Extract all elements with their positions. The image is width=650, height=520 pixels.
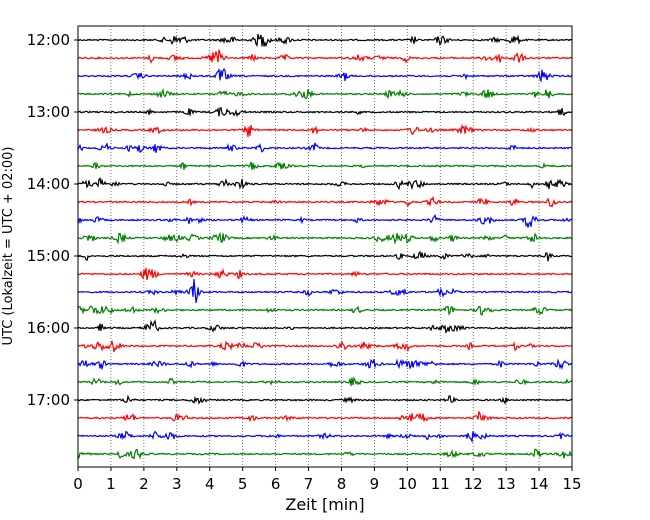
seismic-trace bbox=[77, 49, 573, 64]
x-tick-label: 3 bbox=[172, 475, 182, 493]
y-tick-label: 14:00 bbox=[27, 175, 70, 193]
x-tick-label: 8 bbox=[337, 475, 347, 493]
y-tick-label: 12:00 bbox=[27, 31, 70, 49]
y-tick-label: 17:00 bbox=[27, 391, 70, 409]
x-tick-label: 5 bbox=[238, 475, 248, 493]
seismic-trace bbox=[77, 267, 573, 281]
y-axis-ticks: 12:00 13:00 14:00 15:00 16:00 17:00 bbox=[27, 31, 78, 409]
plot-frame bbox=[77, 25, 573, 468]
x-tick-label: 0 bbox=[73, 475, 83, 493]
seismic-trace bbox=[77, 394, 573, 405]
x-tick-label: 7 bbox=[304, 475, 314, 493]
seismic-trace bbox=[77, 250, 573, 262]
seismic-trace bbox=[77, 231, 573, 245]
y-axis-label: UTC (Lokalzeit = UTC + 02:00) bbox=[1, 147, 16, 346]
y-tick-label: 13:00 bbox=[27, 103, 70, 121]
x-tick-label: 11 bbox=[431, 475, 450, 493]
seismic-trace bbox=[77, 376, 573, 387]
seismic-trace bbox=[77, 409, 573, 423]
seismic-trace bbox=[77, 106, 573, 118]
seismic-trace bbox=[77, 161, 573, 170]
x-tick-label: 9 bbox=[370, 475, 380, 493]
seismic-trace bbox=[77, 213, 573, 228]
x-tick-label: 6 bbox=[271, 475, 281, 493]
x-tick-label: 12 bbox=[464, 475, 483, 493]
x-tick-label: 13 bbox=[497, 475, 516, 493]
seismic-trace bbox=[77, 448, 573, 461]
seismic-traces bbox=[77, 33, 573, 461]
seismic-trace bbox=[77, 305, 573, 316]
seismic-trace bbox=[77, 33, 573, 48]
seismic-trace bbox=[77, 68, 573, 84]
x-tick-label: 4 bbox=[205, 475, 215, 493]
seismic-trace bbox=[77, 358, 573, 371]
x-tick-label: 14 bbox=[530, 475, 549, 493]
seismic-trace bbox=[77, 87, 573, 100]
x-tick-label: 10 bbox=[398, 475, 417, 493]
y-tick-label: 15:00 bbox=[27, 247, 70, 265]
seismic-trace bbox=[77, 195, 573, 208]
seismic-trace bbox=[77, 339, 573, 353]
x-axis-ticks: 0 1 2 3 4 5 6 7 8 9 10 11 12 13 14 15 bbox=[73, 467, 582, 493]
seismic-trace bbox=[77, 123, 573, 138]
y-tick-label: 16:00 bbox=[27, 319, 70, 337]
seismic-trace bbox=[77, 278, 573, 303]
seismic-trace bbox=[77, 142, 573, 154]
x-tick-label: 2 bbox=[139, 475, 149, 493]
seismic-trace bbox=[77, 430, 573, 444]
x-tick-label: 1 bbox=[106, 475, 116, 493]
x-tick-label: 15 bbox=[562, 475, 581, 493]
seismic-trace bbox=[77, 319, 573, 334]
seismic-trace bbox=[77, 176, 573, 191]
x-axis-label: Zeit [min] bbox=[285, 495, 364, 514]
